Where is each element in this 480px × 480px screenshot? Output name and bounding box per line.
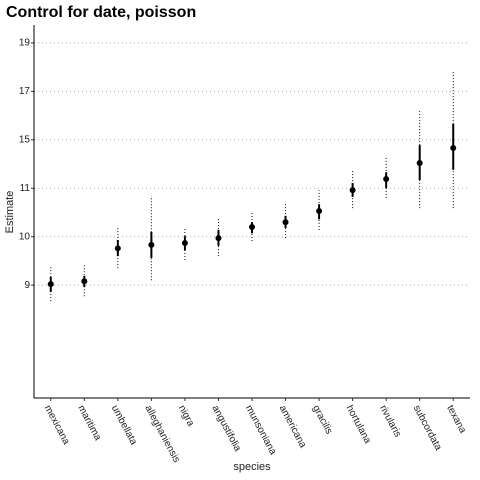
x-tick-label: rivularis bbox=[377, 403, 403, 439]
x-tick-label: nigra bbox=[176, 403, 196, 428]
x-tick-label: maritima bbox=[75, 403, 103, 442]
point bbox=[81, 278, 88, 285]
x-tick-label: gracilis bbox=[310, 403, 334, 436]
x-tick-label: americana bbox=[277, 403, 309, 450]
y-tick-label: 11 bbox=[20, 183, 31, 194]
point bbox=[114, 245, 121, 252]
point bbox=[181, 239, 188, 246]
x-tick-label: alleghaniensis bbox=[142, 403, 181, 464]
point bbox=[416, 160, 423, 167]
point bbox=[316, 208, 323, 215]
point bbox=[450, 145, 457, 152]
y-tick-label: 19 bbox=[19, 38, 31, 49]
point bbox=[349, 187, 356, 194]
x-tick-label: subcordata bbox=[411, 403, 444, 452]
point bbox=[249, 224, 255, 231]
x-tick-label: hortulana bbox=[344, 403, 373, 445]
x-tick-label: angustifolia bbox=[209, 403, 243, 453]
point bbox=[47, 281, 54, 288]
x-tick-label: munsoniana bbox=[243, 403, 278, 457]
y-tick-label: 10 bbox=[19, 231, 31, 242]
point bbox=[215, 235, 222, 242]
chart-title: Control for date, poisson bbox=[6, 4, 196, 21]
point bbox=[383, 176, 390, 183]
point bbox=[148, 241, 155, 248]
x-tick-label: texana bbox=[444, 403, 468, 435]
y-tick-label: 15 bbox=[19, 134, 31, 145]
y-axis-title: Estimate bbox=[4, 191, 16, 234]
y-tick-label: 9 bbox=[24, 280, 30, 291]
x-tick-label: mexicana bbox=[42, 403, 72, 446]
x-axis-title: species bbox=[233, 461, 271, 473]
point bbox=[282, 219, 289, 226]
y-tick-label: 17 bbox=[19, 86, 31, 97]
x-tick-label: umbellata bbox=[109, 403, 139, 447]
